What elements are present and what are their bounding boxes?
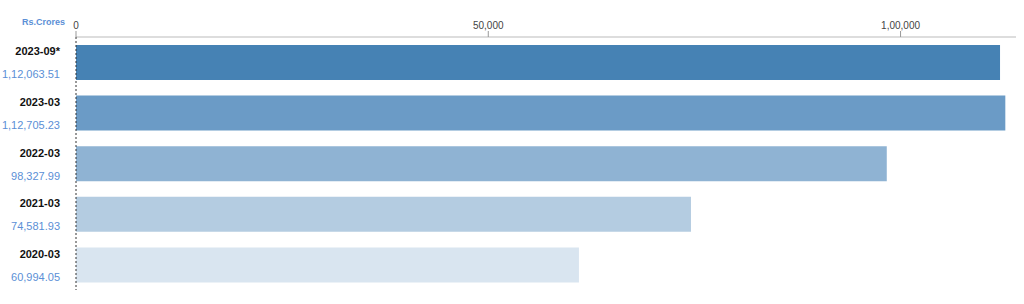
svg-text:1,12,705.23: 1,12,705.23 xyxy=(8,119,60,131)
svg-text:74,581.93: 74,581.93 xyxy=(11,220,60,232)
svg-text:60,994.05: 60,994.05 xyxy=(11,271,60,283)
svg-text:2021-03: 2021-03 xyxy=(20,197,60,209)
svg-text:50,000: 50,000 xyxy=(473,20,504,31)
svg-text:2022-03: 2022-03 xyxy=(20,147,60,159)
svg-text:1,00,000: 1,00,000 xyxy=(881,20,920,31)
svg-text:2023-09*: 2023-09* xyxy=(15,45,60,57)
svg-text:2020-03: 2020-03 xyxy=(20,248,60,260)
svg-text:0: 0 xyxy=(73,20,79,31)
svg-text:1,12,063.51: 1,12,063.51 xyxy=(8,68,60,80)
html-text:Rs.Crores: Rs.Crores xyxy=(22,17,65,27)
svg-text:2023-03: 2023-03 xyxy=(20,96,60,108)
svg-text:98,327.99: 98,327.99 xyxy=(11,170,60,182)
